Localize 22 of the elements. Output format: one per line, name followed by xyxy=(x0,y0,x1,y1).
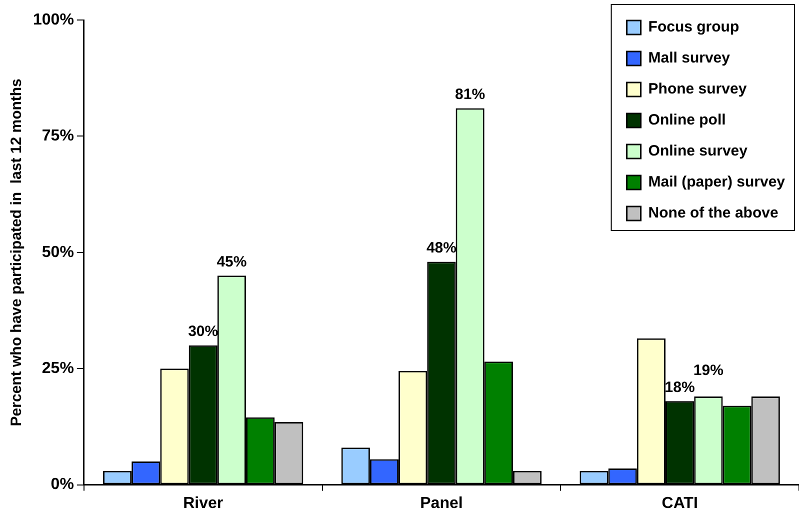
legend-label: None of the above xyxy=(648,204,778,222)
data-label: 81% xyxy=(455,86,486,103)
y-tick-label: 25% xyxy=(42,360,74,378)
data-label: 45% xyxy=(216,253,247,270)
x-tick-label: Panel xyxy=(420,494,463,512)
legend-label: Mall survey xyxy=(648,50,731,67)
legend-label: Online survey xyxy=(648,142,748,160)
y-tick-label: 100% xyxy=(33,11,74,28)
data-label: 30% xyxy=(188,323,218,340)
legend-label: Phone survey xyxy=(648,80,748,98)
x-tick-label: CATI xyxy=(662,494,698,512)
y-tick-label: 75% xyxy=(42,128,74,145)
y-axis-title: Percent who have participated in last 12 months xyxy=(8,78,26,426)
y-tick-label: 0% xyxy=(50,476,74,494)
legend-label: Focus group xyxy=(648,18,740,36)
legend-label: Online poll xyxy=(648,112,726,129)
y-tick-label: 50% xyxy=(42,244,74,261)
data-label: 48% xyxy=(426,239,456,256)
data-label: 19% xyxy=(693,362,724,379)
data-label: 18% xyxy=(664,378,695,396)
legend-label: Mail (paper) survey xyxy=(648,174,786,191)
x-tick-label: River xyxy=(183,494,224,512)
